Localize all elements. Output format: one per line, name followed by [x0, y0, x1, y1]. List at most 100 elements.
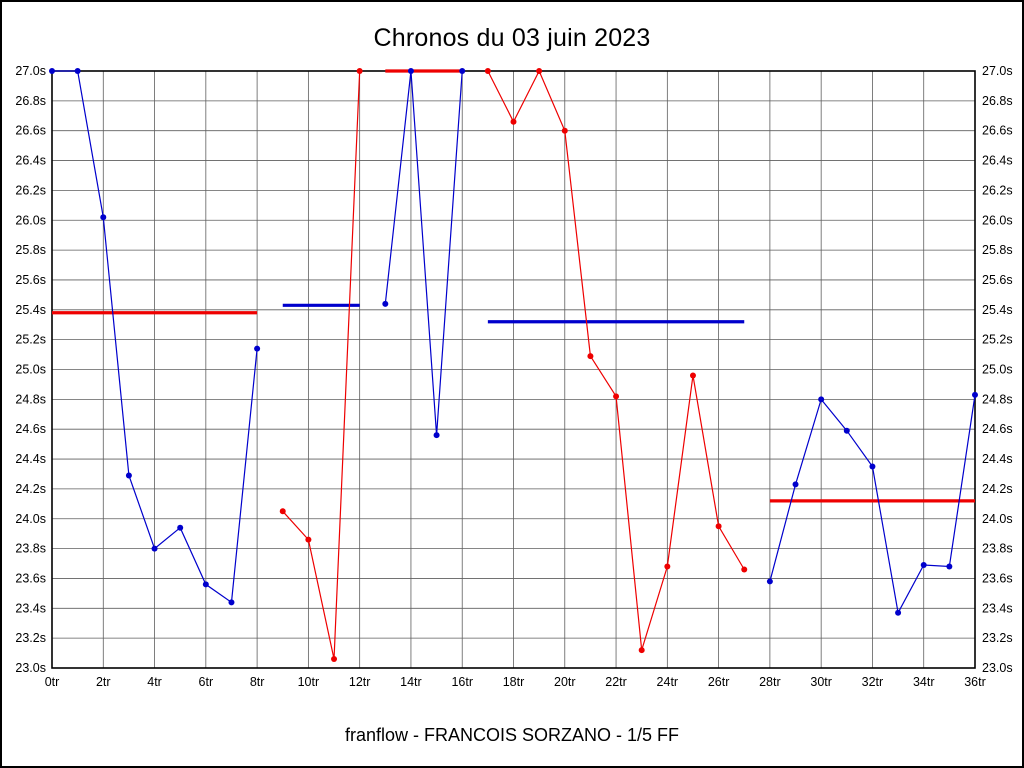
stint-1-laps-point: [49, 68, 55, 74]
stint-4-laps-point: [484, 68, 491, 74]
y-tick-label-right: 24.2s: [982, 482, 1013, 496]
y-tick-label-right: 25.2s: [982, 333, 1013, 347]
y-tick-label-left: 26.0s: [15, 213, 46, 227]
stint-1-laps-point: [228, 599, 235, 606]
stint-2-laps-point: [331, 656, 338, 663]
stint-5-laps-point: [843, 427, 850, 434]
stint-3-laps-point: [459, 68, 466, 74]
x-tick-label: 24tr: [657, 675, 679, 689]
y-tick-label-left: 27.0s: [15, 64, 46, 78]
y-tick-label-right: 25.4s: [982, 303, 1013, 317]
stint-3-laps: [384, 70, 463, 436]
y-tick-label-left: 24.8s: [15, 392, 46, 406]
y-tick-label-left: 24.6s: [15, 422, 46, 436]
x-tick-label: 16tr: [451, 675, 473, 689]
stint-5-laps-point: [895, 609, 902, 616]
y-tick-label-left: 26.8s: [15, 94, 46, 108]
stint-2-laps: [282, 70, 361, 660]
x-tick-label: 10tr: [298, 675, 320, 689]
y-tick-label-left: 25.0s: [15, 363, 46, 377]
stint-4-laps-point: [664, 563, 671, 570]
y-tick-label-left: 25.6s: [15, 273, 46, 287]
y-tick-label-left: 25.2s: [15, 333, 46, 347]
y-tick-label-left: 23.2s: [15, 631, 46, 645]
y-tick-label-right: 26.2s: [982, 183, 1013, 197]
y-tick-label-right: 23.2s: [982, 631, 1013, 645]
stint-5-laps-point: [972, 391, 978, 398]
y-tick-label-right: 26.0s: [982, 213, 1013, 227]
y-tick-label-left: 23.6s: [15, 571, 46, 585]
stint-5-laps-point: [766, 578, 773, 585]
y-tick-label-left: 24.2s: [15, 482, 46, 496]
y-tick-label-right: 24.0s: [982, 512, 1013, 526]
y-tick-label-left: 24.0s: [15, 512, 46, 526]
stint-5-laps-point: [869, 463, 876, 470]
stint-1-laps-point: [125, 472, 132, 479]
y-tick-label-left: 23.4s: [15, 601, 46, 615]
y-tick-label-left: 25.4s: [15, 303, 46, 317]
stint-1-laps-point: [100, 214, 107, 221]
stint-5-laps-point: [818, 396, 825, 403]
x-tick-label: 22tr: [605, 675, 627, 689]
stint-3-laps-point: [407, 68, 414, 74]
x-tick-label: 26tr: [708, 675, 730, 689]
stint-3-laps-point: [433, 432, 440, 439]
plot-border: [51, 70, 976, 669]
y-tick-label-left: 23.8s: [15, 542, 46, 556]
y-tick-label-right: 25.0s: [982, 363, 1013, 377]
x-tick-label: 34tr: [913, 675, 935, 689]
stint-4-laps-point: [587, 353, 594, 360]
stint-5-laps-point: [792, 481, 799, 488]
y-tick-label-right: 27.0s: [982, 64, 1013, 78]
stint-2-laps-point: [305, 536, 312, 543]
x-tick-label: 8tr: [250, 675, 265, 689]
x-tick-label: 36tr: [964, 675, 986, 689]
stint-2-laps-point: [279, 508, 286, 515]
x-tick-label: 14tr: [400, 675, 422, 689]
y-tick-label-left: 26.2s: [15, 183, 46, 197]
stint-5-laps-point: [946, 563, 953, 570]
stint-4-laps-point: [510, 118, 517, 125]
y-tick-label-right: 23.4s: [982, 601, 1013, 615]
y-tick-label-right: 26.6s: [982, 124, 1013, 138]
y-tick-label-right: 24.8s: [982, 392, 1013, 406]
stint-1-laps-point: [74, 68, 81, 74]
y-tick-label-right: 26.8s: [982, 94, 1013, 108]
y-tick-label-right: 25.6s: [982, 273, 1013, 287]
y-tick-label-left: 26.4s: [15, 154, 46, 168]
y-tick-label-right: 25.8s: [982, 243, 1013, 257]
stint-4-laps-point: [741, 566, 748, 573]
y-tick-label-right: 24.4s: [982, 452, 1013, 466]
x-tick-label: 30tr: [810, 675, 832, 689]
stint-1-laps-point: [254, 345, 261, 352]
x-tick-label: 6tr: [199, 675, 214, 689]
stint-1-laps-point: [177, 524, 184, 531]
stint-4-laps-point: [689, 372, 696, 379]
x-tick-label: 32tr: [862, 675, 884, 689]
y-tick-label-right: 23.0s: [982, 661, 1013, 675]
stint-1-laps-point: [202, 581, 209, 588]
y-tick-label-left: 25.8s: [15, 243, 46, 257]
x-tick-label: 20tr: [554, 675, 576, 689]
chart-caption: franflow - FRANCOIS SORZANO - 1/5 FF: [344, 725, 680, 745]
x-tick-label: 18tr: [503, 675, 525, 689]
y-tick-label-right: 23.6s: [982, 571, 1013, 585]
stint-2-laps-point: [356, 68, 363, 74]
y-tick-label-left: 24.4s: [15, 452, 46, 466]
y-tick-label-left: 26.6s: [15, 124, 46, 138]
stint-4-laps-point: [638, 647, 645, 654]
stint-1-laps-point: [151, 545, 158, 552]
chart-title: Chronos du 03 juin 2023: [373, 24, 651, 52]
y-tick-label-left: 23.0s: [15, 661, 46, 675]
x-tick-label: 12tr: [349, 675, 371, 689]
stint-5-laps-point: [920, 562, 927, 569]
stint-4-laps-point: [536, 68, 543, 74]
x-tick-label: 4tr: [147, 675, 162, 689]
y-tick-label-right: 26.4s: [982, 154, 1013, 168]
x-tick-label: 28tr: [759, 675, 781, 689]
x-tick-label: 2tr: [96, 675, 111, 689]
y-tick-label-right: 23.8s: [982, 542, 1013, 556]
x-tick-label: 0tr: [45, 675, 60, 689]
